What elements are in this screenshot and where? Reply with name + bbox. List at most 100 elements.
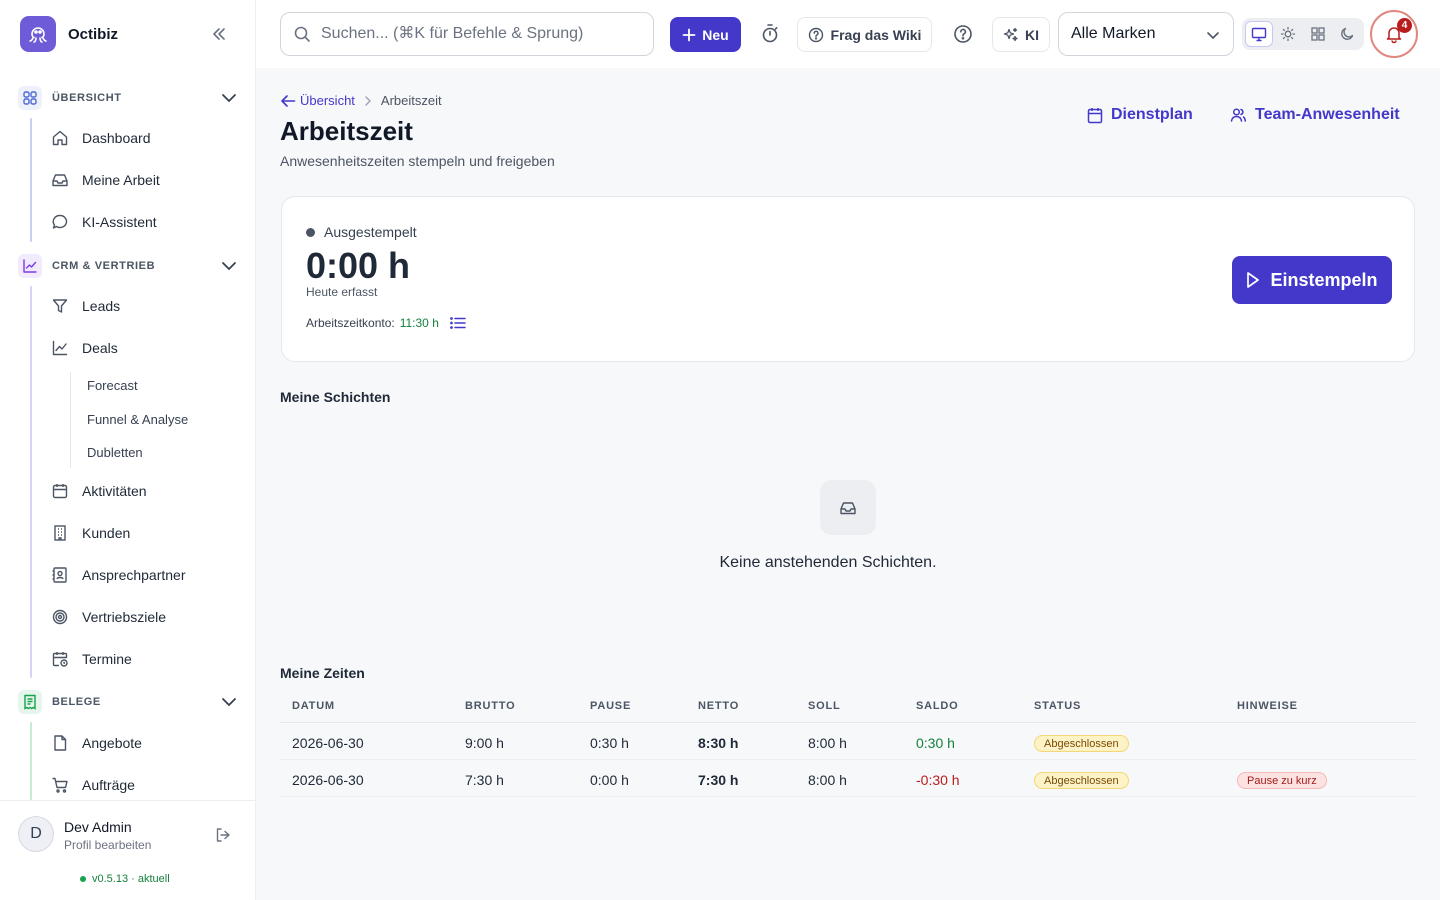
moon-icon[interactable] bbox=[1334, 21, 1361, 47]
help-icon[interactable] bbox=[951, 22, 975, 46]
konto-label: Arbeitszeitkonto: bbox=[306, 316, 395, 330]
breadcrumb-back-link[interactable]: Übersicht bbox=[280, 93, 355, 108]
monitor-icon[interactable] bbox=[1245, 21, 1273, 47]
konto-value: 11:30 h bbox=[399, 316, 439, 330]
sidebar-item-ki-assistent[interactable]: KI-Assistent bbox=[50, 207, 157, 237]
brand[interactable]: Octibiz bbox=[20, 16, 118, 52]
section-uebersicht[interactable]: ÜBERSICHT bbox=[18, 85, 240, 111]
sidebar-item-dashboard[interactable]: Dashboard bbox=[50, 123, 151, 153]
shopping-cart-icon bbox=[50, 775, 70, 795]
cell-netto: 8:30 h bbox=[698, 735, 739, 751]
calendar-icon bbox=[1087, 107, 1103, 124]
section-line bbox=[30, 722, 32, 800]
table-row[interactable]: 2026-06-30 7:30 h 0:00 h 7:30 h 8:00 h -… bbox=[280, 760, 1416, 797]
play-icon bbox=[1246, 271, 1260, 289]
today-time-label: Heute erfasst bbox=[306, 285, 378, 299]
column-header-datum[interactable]: DATUM bbox=[292, 700, 335, 712]
collapse-sidebar-icon[interactable] bbox=[209, 25, 229, 43]
cell-saldo: 0:30 h bbox=[916, 735, 955, 751]
cell-brutto: 7:30 h bbox=[465, 772, 504, 788]
column-header-soll[interactable]: SOLL bbox=[808, 700, 841, 712]
ask-wiki-label: Frag das Wiki bbox=[830, 26, 922, 43]
shifts-empty-container: Keine anstehenden Schichten. bbox=[0, 554, 1440, 572]
sidebar-item-angebote[interactable]: Angebote bbox=[50, 728, 142, 758]
times-title: Meine Zeiten bbox=[280, 665, 365, 681]
sidebar-item-termine[interactable]: Termine bbox=[50, 644, 132, 674]
sidebar-item-label: Ansprechpartner bbox=[82, 567, 186, 583]
shifts-empty-text: Keine anstehenden Schichten. bbox=[719, 554, 937, 571]
cell-soll: 8:00 h bbox=[808, 772, 847, 788]
inbox-icon bbox=[50, 170, 70, 190]
column-header-status[interactable]: STATUS bbox=[1034, 700, 1082, 712]
search-box[interactable] bbox=[280, 12, 654, 56]
brand-select[interactable]: Alle Marken bbox=[1058, 12, 1234, 56]
table-row[interactable]: 2026-06-30 9:00 h 0:30 h 8:30 h 8:00 h 0… bbox=[280, 723, 1416, 760]
column-header-saldo[interactable]: SALDO bbox=[916, 700, 959, 712]
new-button[interactable]: Neu bbox=[670, 17, 741, 52]
cell-pause: 0:00 h bbox=[590, 772, 629, 788]
notifications-button[interactable]: 4 bbox=[1370, 10, 1418, 58]
clock-status: Ausgestempelt bbox=[306, 224, 417, 240]
search-input[interactable] bbox=[321, 25, 641, 43]
team-anwesenheit-link[interactable]: Team-Anwesenheit bbox=[1230, 106, 1400, 124]
brand-select-value: Alle Marken bbox=[1071, 25, 1156, 42]
avatar[interactable]: D bbox=[18, 816, 54, 852]
sidebar-item-label: Deals bbox=[82, 340, 118, 356]
trend-chart-icon bbox=[50, 338, 70, 358]
bell-icon bbox=[1384, 24, 1404, 44]
sidebar-item-kunden[interactable]: Kunden bbox=[50, 518, 130, 548]
sun-icon[interactable] bbox=[1275, 21, 1302, 47]
cell-soll: 8:00 h bbox=[808, 735, 847, 751]
edit-profile-link[interactable]: Profil bearbeiten bbox=[64, 838, 152, 852]
column-header-pause[interactable]: PAUSE bbox=[590, 700, 632, 712]
column-header-netto[interactable]: NETTO bbox=[698, 700, 740, 712]
cell-saldo: -0:30 h bbox=[916, 772, 960, 788]
table-header: DATUM BRUTTO PAUSE NETTO SOLL SALDO STAT… bbox=[280, 690, 1416, 723]
plus-icon bbox=[682, 28, 696, 42]
search-icon bbox=[293, 25, 311, 43]
list-icon[interactable] bbox=[450, 316, 466, 330]
sidebar-item-label: Meine Arbeit bbox=[82, 172, 160, 188]
sidebar-item-label: Aufträge bbox=[82, 777, 135, 793]
ki-button[interactable]: KI bbox=[992, 17, 1050, 52]
ki-label: KI bbox=[1025, 26, 1039, 43]
sidebar-item-deals[interactable]: Deals bbox=[50, 333, 118, 363]
layout-grid-icon[interactable] bbox=[1304, 21, 1331, 47]
cell-pause: 0:30 h bbox=[590, 735, 629, 751]
sidebar-item-meine-arbeit[interactable]: Meine Arbeit bbox=[50, 165, 160, 195]
clock-in-button[interactable]: Einstempeln bbox=[1232, 256, 1392, 304]
sidebar-item-aktivitaeten[interactable]: Aktivitäten bbox=[50, 476, 147, 506]
sidebar-item-ansprechpartner[interactable]: Ansprechpartner bbox=[50, 560, 186, 590]
column-header-hinweise[interactable]: HINWEISE bbox=[1237, 700, 1298, 712]
sidebar-subitem-funnel[interactable]: Funnel & Analyse bbox=[87, 412, 189, 427]
user-name: Dev Admin bbox=[64, 819, 132, 835]
status-badge: Abgeschlossen bbox=[1034, 735, 1129, 752]
help-circle-icon bbox=[808, 27, 824, 43]
ask-wiki-button[interactable]: Frag das Wiki bbox=[797, 17, 932, 52]
hint-badge: Pause zu kurz bbox=[1237, 772, 1327, 789]
stopwatch-icon[interactable] bbox=[758, 22, 782, 46]
section-belege[interactable]: BELEGE bbox=[18, 689, 240, 715]
logout-icon[interactable] bbox=[214, 826, 232, 844]
section-crm-vertrieb[interactable]: CRM & VERTRIEB bbox=[18, 253, 240, 279]
inbox-icon bbox=[820, 480, 876, 535]
arrow-left-icon bbox=[280, 94, 296, 108]
section-label: BELEGE bbox=[52, 696, 101, 708]
cell-datum: 2026-06-30 bbox=[292, 735, 364, 751]
version-text: v0.5.13 · aktuell bbox=[92, 873, 170, 885]
target-icon bbox=[50, 607, 70, 627]
sidebar-item-label: Aktivitäten bbox=[82, 483, 147, 499]
column-header-brutto[interactable]: BRUTTO bbox=[465, 700, 516, 712]
sidebar-subitem-dubletten[interactable]: Dubletten bbox=[87, 445, 143, 460]
sidebar-item-label: Kunden bbox=[82, 525, 131, 541]
sub-line bbox=[70, 372, 71, 468]
dienstplan-label: Dienstplan bbox=[1111, 106, 1193, 123]
sidebar-item-leads[interactable]: Leads bbox=[50, 291, 120, 321]
sidebar-subitem-forecast[interactable]: Forecast bbox=[87, 378, 138, 393]
section-label: CRM & VERTRIEB bbox=[52, 260, 156, 272]
sidebar-item-auftraege[interactable]: Aufträge bbox=[50, 770, 135, 800]
sidebar-item-vertriebsziele[interactable]: Vertriebsziele bbox=[50, 602, 166, 632]
sidebar-item-label: Vertriebsziele bbox=[82, 609, 167, 625]
dienstplan-link[interactable]: Dienstplan bbox=[1087, 106, 1193, 124]
breadcrumb-current: Arbeitszeit bbox=[380, 93, 442, 108]
